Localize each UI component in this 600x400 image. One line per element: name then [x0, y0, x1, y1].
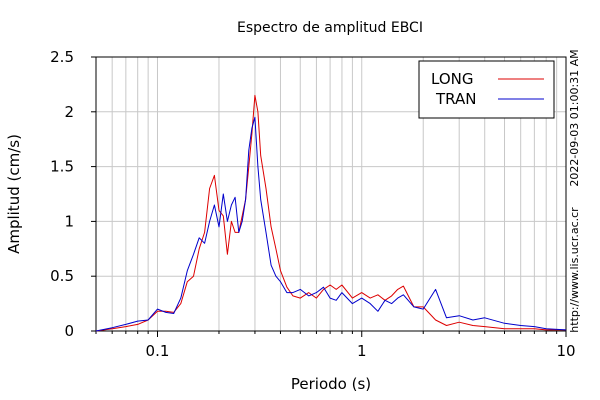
y-tick-label: 2 [64, 103, 74, 121]
legend-label-tran: TRAN [435, 90, 476, 108]
series-line-tran [95, 116, 567, 332]
y-tick-label: 0 [64, 322, 74, 340]
legend-label-long: LONG [431, 70, 473, 88]
y-tick-label: 1.5 [50, 158, 74, 176]
series-line-long [95, 94, 566, 332]
y-tick-label: 1 [64, 212, 74, 230]
legend: LONG TRAN [418, 60, 555, 119]
chart-title: Espectro de amplitud EBCI [237, 20, 423, 36]
timestamp-label: 2022-09-03 01:00:31 AM [568, 49, 581, 186]
x-tick-label: 0.1 [146, 342, 170, 360]
y-tick-label: 0.5 [50, 267, 74, 285]
x-tick-label: 1 [357, 342, 367, 360]
x-tick-label: 10 [556, 342, 575, 360]
legend-box [418, 60, 555, 119]
plot-frame [95, 56, 567, 332]
axis-ticks: 0.1 1 10 0 0.5 1 1.5 2 2.5 [50, 48, 575, 360]
source-url-label: http://www.lis.ucr.ac.cr [568, 207, 581, 333]
y-tick-label: 2.5 [50, 48, 74, 66]
y-axis-label: Amplitud (cm/s) [5, 134, 23, 254]
series-lines [95, 94, 567, 332]
x-axis-label: Periodo (s) [291, 375, 371, 393]
